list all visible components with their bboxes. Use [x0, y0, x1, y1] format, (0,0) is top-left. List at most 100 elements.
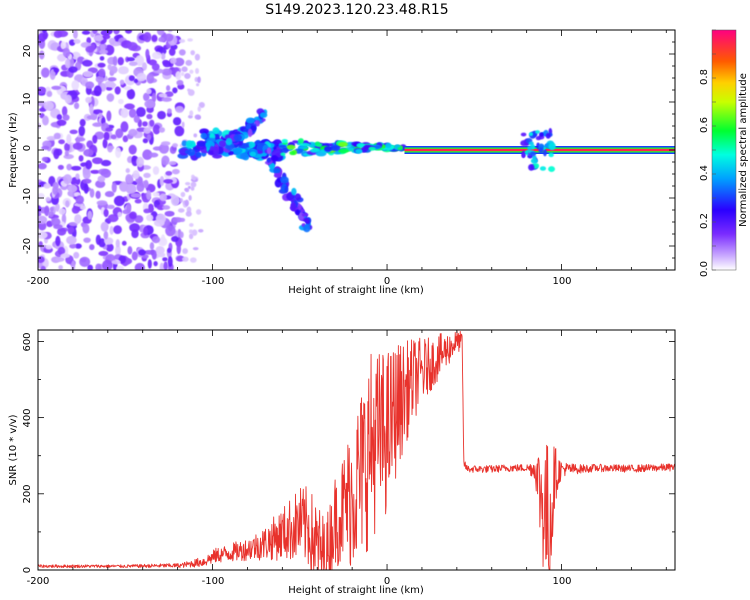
spectrogram-cell — [82, 223, 90, 234]
spectrogram-cell — [355, 148, 363, 154]
spectrogram-cell — [125, 168, 130, 174]
spectrogram-cell — [179, 198, 183, 203]
spectrogram-cell — [539, 132, 544, 137]
spectrogram-cell — [189, 257, 197, 263]
spectrogram-cell — [93, 85, 102, 97]
spectrogram-cell — [85, 159, 93, 170]
spectrogram-cell — [368, 146, 376, 151]
spectrogram-cell — [190, 50, 196, 56]
spectrogram-cell — [163, 261, 168, 270]
spectrogram-cell — [100, 159, 112, 167]
spectrogram-cell — [266, 147, 272, 155]
spectrogram-cell — [73, 251, 80, 259]
spectrogram-cell — [87, 264, 94, 270]
spectrogram-cell — [105, 127, 113, 132]
spectrogram-cell — [114, 86, 121, 95]
spectrogram-cell — [83, 237, 91, 243]
spectrogram-cell — [314, 141, 321, 146]
spectrogram-cell — [41, 67, 50, 78]
spectrogram-cell — [115, 239, 120, 248]
spectrogram-cell — [66, 163, 72, 171]
spectrogram-cell — [124, 103, 135, 110]
spectrogram-cell — [66, 235, 77, 245]
spectrogram-cell — [136, 72, 147, 82]
spectrogram-cell — [151, 235, 161, 244]
spectrogram-cell — [225, 137, 233, 146]
spectrogram-cell — [165, 225, 176, 237]
spectrogram-cell — [113, 30, 120, 35]
snr-panel: -200 -100 0 100 Height of straight line … — [8, 329, 676, 596]
spectrogram-heatmap — [38, 30, 675, 270]
spectrogram-cell — [82, 59, 93, 67]
spectrogram-cell — [108, 37, 116, 45]
spectrogram-cell — [190, 181, 197, 188]
spectrogram-cell — [42, 115, 49, 126]
spectrogram-cell — [105, 243, 114, 252]
spectrogram-cell — [381, 144, 387, 149]
spectrogram-cell — [184, 73, 191, 79]
spectrogram-cell — [87, 210, 93, 220]
spectrogram-cell — [57, 227, 67, 236]
spectrogram-cell — [71, 206, 80, 214]
spectrogram-cell — [117, 66, 129, 75]
spectrogram-x-tick-label: 0 — [384, 276, 390, 287]
spectrogram-cell — [128, 144, 137, 155]
spectrogram-cell — [95, 190, 101, 200]
spectrogram-cell — [55, 148, 63, 156]
spectrogram-cell — [162, 257, 168, 262]
spectrogram-cell — [194, 53, 201, 61]
spectrogram-y-tick-label: 0 — [22, 145, 33, 151]
spectrogram-cell — [64, 150, 70, 157]
spectrogram-cell — [45, 197, 51, 202]
spectrogram-cell — [291, 187, 297, 196]
spectrogram-cell — [102, 259, 113, 270]
spectrogram-cell — [58, 208, 67, 215]
spectrogram-cell — [113, 225, 122, 235]
colorbar-label: Normalized spectral amplitude — [738, 73, 749, 227]
snr-y-tick-label: 200 — [22, 484, 33, 503]
spectrogram-cell — [68, 66, 78, 73]
spectrogram-cell — [115, 147, 122, 159]
spectrogram-cell — [126, 57, 135, 62]
spectrogram-x-tick-label: -200 — [27, 276, 50, 287]
spectrogram-cell — [143, 208, 151, 214]
spectrogram-cell — [149, 242, 155, 250]
spectrogram-cell — [520, 132, 527, 137]
spectrogram-cell — [160, 141, 171, 146]
spectrogram-cell — [56, 119, 67, 126]
spectrogram-cell — [185, 149, 191, 155]
spectrogram-x-axis-label: Height of straight line (km) — [288, 285, 424, 296]
spectrogram-cell — [189, 110, 194, 117]
spectrogram-cell — [82, 71, 93, 78]
spectrogram-cell — [128, 108, 137, 118]
spectrogram-cell — [149, 152, 159, 158]
spectrogram-cell — [151, 34, 158, 43]
spectrogram-cell — [270, 155, 279, 162]
snr-y-tick-label: 600 — [22, 332, 33, 351]
spectrogram-cell — [125, 174, 134, 184]
colorbar-ticks — [712, 29, 716, 271]
spectrogram-cell — [145, 48, 150, 59]
spectrogram-cell — [143, 172, 151, 179]
spectrogram-cell — [123, 86, 132, 91]
spectrogram-cell — [292, 140, 299, 144]
spectrogram-cell — [180, 191, 186, 198]
spectrogram-cell — [162, 59, 169, 65]
spectrogram-cell — [195, 67, 200, 74]
spectrogram-cell — [128, 61, 138, 67]
spectrogram-cell — [143, 32, 152, 43]
spectrogram-cell — [172, 217, 183, 223]
spectrogram-cell — [100, 221, 109, 232]
spectrogram-cell — [155, 213, 167, 224]
spectrogram-cell — [159, 262, 165, 270]
snr-x-tick-label: 0 — [384, 576, 390, 587]
spectrogram-cell — [64, 94, 72, 104]
spectrogram-cell — [182, 256, 189, 262]
spectrogram-cell — [73, 38, 81, 44]
snr-series-line — [38, 330, 675, 570]
spectrogram-cell — [188, 195, 192, 201]
spectrogram-cell — [385, 142, 392, 149]
spectrogram-cell — [152, 191, 160, 197]
spectrogram-cell — [192, 176, 197, 181]
spectrogram-cell — [157, 110, 166, 120]
